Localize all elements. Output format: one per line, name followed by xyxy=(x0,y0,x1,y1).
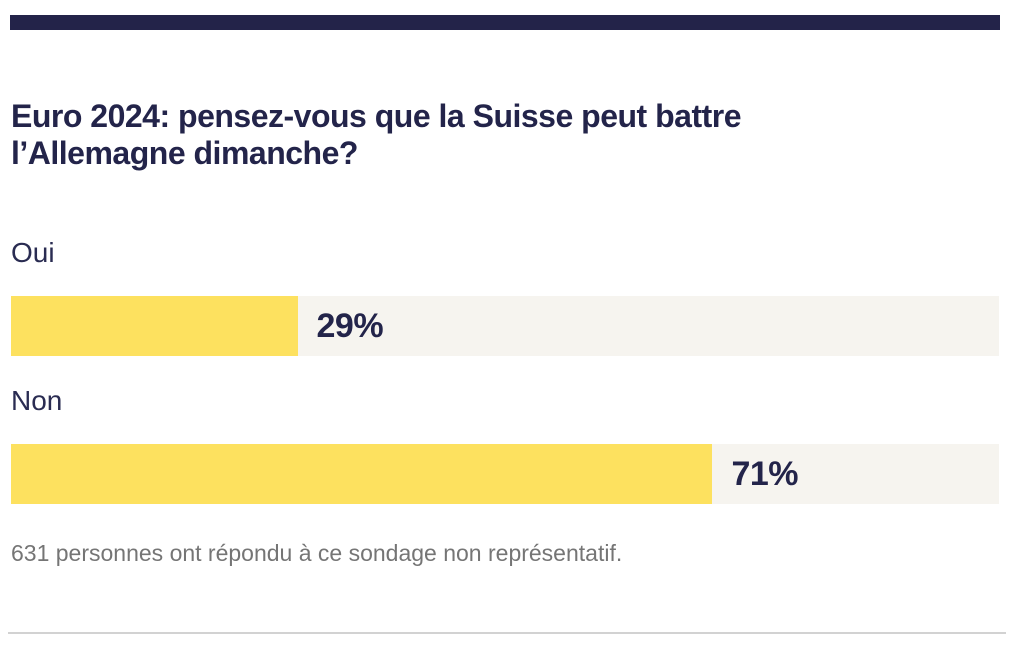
poll-bar-track-oui: 29% xyxy=(11,296,999,356)
poll-bar-value-non: 71% xyxy=(731,454,799,493)
poll-content: Euro 2024: pensez-vous que la Suisse peu… xyxy=(11,98,999,568)
poll-bar-fill-non xyxy=(11,444,713,504)
poll-option-label-non: Non xyxy=(11,385,63,416)
poll-bar-fill-oui xyxy=(11,296,298,356)
bottom-divider xyxy=(8,632,1006,634)
poll-title-line1: Euro 2024: pensez-vous que la Suisse peu… xyxy=(11,98,742,134)
poll-sample-note: 631 personnes ont répondu à ce sondage n… xyxy=(11,540,623,566)
top-accent-bar xyxy=(10,15,1000,30)
poll-bar-value-oui: 29% xyxy=(316,306,384,345)
poll-title-line2: l’Allemagne dimanche? xyxy=(11,135,358,171)
poll-question-title: Euro 2024: pensez-vous que la Suisse peu… xyxy=(11,98,999,172)
poll-bar-track-non: 71% xyxy=(11,444,999,504)
poll-option-label-oui: Oui xyxy=(11,237,55,268)
